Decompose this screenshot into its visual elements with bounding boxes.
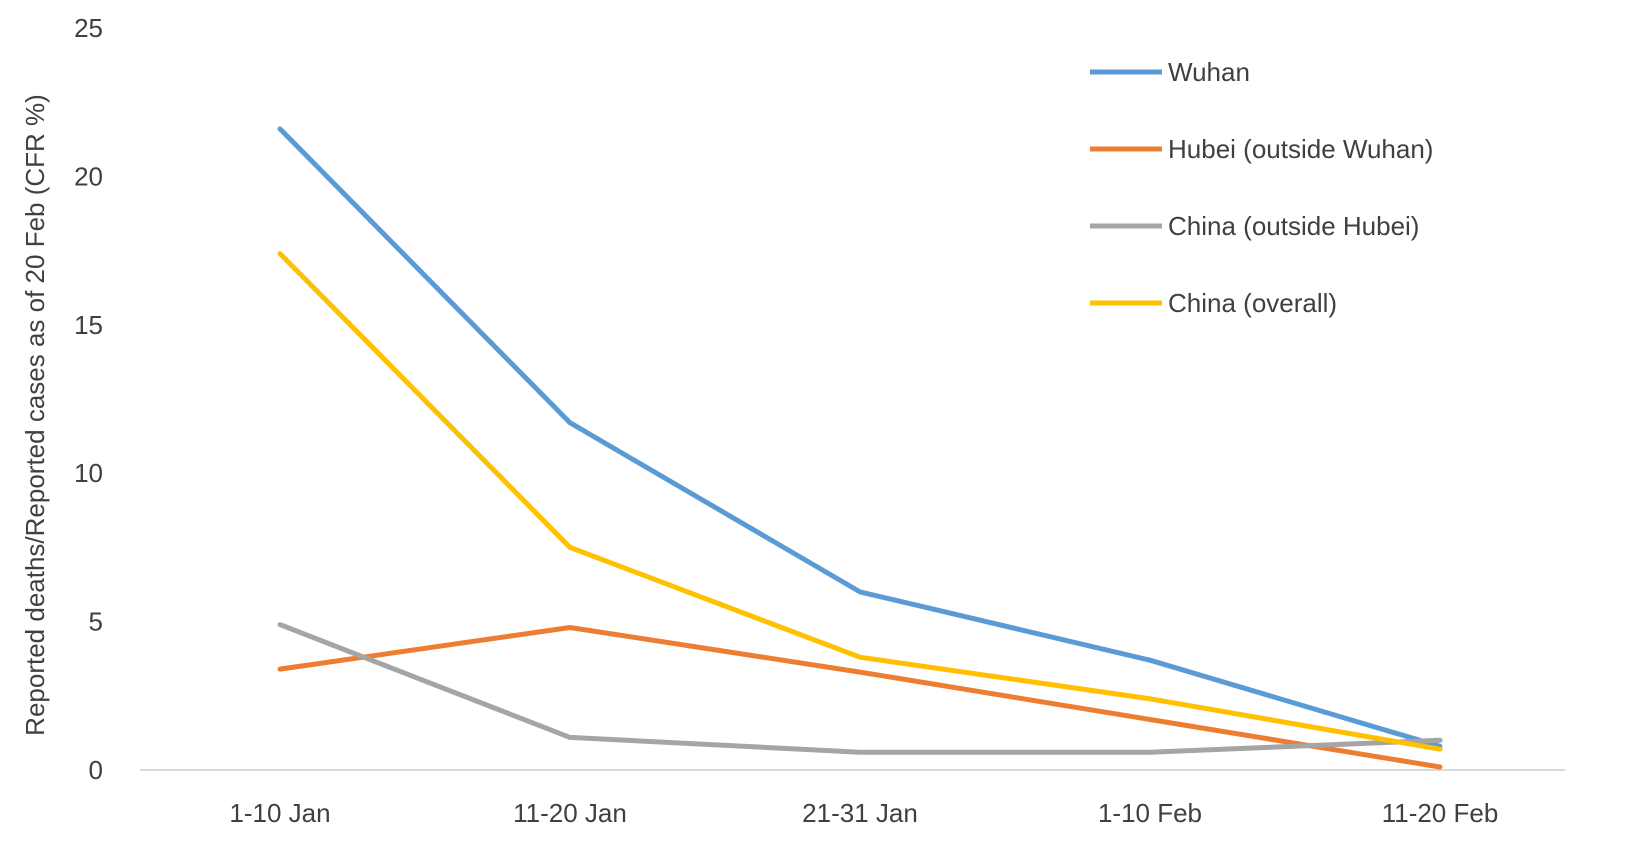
y-tick-label: 5 (89, 607, 103, 637)
series-line (277, 625, 1443, 770)
series-line (277, 251, 1443, 752)
x-axis-ticks: 1-10 Jan 11-20 Jan 21-31 Jan 1-10 Feb 11-20 … (229, 798, 1498, 828)
legend-label: Hubei (outside Wuhan) (1168, 134, 1433, 164)
y-tick-label: 10 (74, 458, 103, 488)
series-line (277, 126, 1443, 749)
y-tick-label: 25 (74, 13, 103, 43)
x-tick-label: 1-10 Feb (1098, 798, 1202, 828)
legend: Wuhan Hubei (outside Wuhan) China (outside… (1090, 57, 1433, 318)
x-tick-label: 21-31 Jan (802, 798, 918, 828)
series-lines (277, 126, 1443, 770)
y-tick-label: 20 (74, 161, 103, 191)
x-tick-label: 11-20 Jan (513, 798, 627, 828)
y-axis-ticks: 0 5 10 15 20 25 (74, 13, 103, 785)
x-tick-label: 1-10 Jan (229, 798, 330, 828)
legend-label: China (overall) (1168, 288, 1337, 318)
y-tick-label: 15 (74, 310, 103, 340)
series-line (277, 622, 1443, 755)
y-axis-title: Reported deaths/Reported cases as of 20 … (20, 94, 50, 736)
legend-label: Wuhan (1168, 57, 1250, 87)
legend-label: China (outside Hubei) (1168, 211, 1419, 241)
x-tick-label: 11-20 Feb (1382, 798, 1499, 828)
y-tick-label: 0 (89, 755, 103, 785)
